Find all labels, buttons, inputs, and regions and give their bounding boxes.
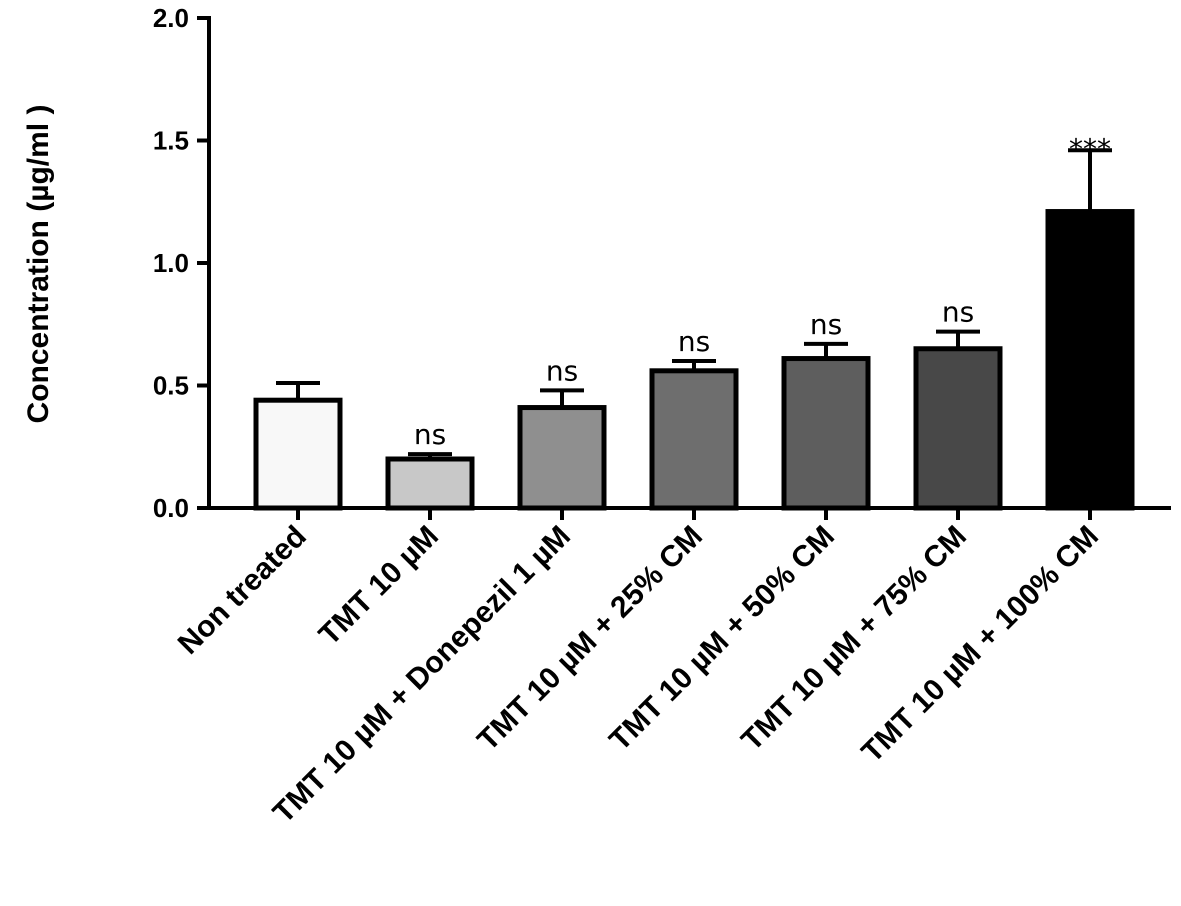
bar: [913, 346, 1003, 511]
significance-label: ns: [942, 296, 974, 329]
significance-label: ns: [810, 308, 842, 341]
significance-labels: ns ns ns ns ns ***: [414, 132, 1111, 451]
bar: [1045, 209, 1135, 511]
y-axis-label: Concentration (µg/ml ): [22, 105, 55, 424]
significance-label: ns: [414, 418, 446, 451]
y-tick-label: 1.5: [153, 126, 189, 156]
y-tick-label: 1.0: [153, 248, 189, 278]
y-axis-ticks: 0.0 0.5 1.0 1.5 2.0: [153, 3, 209, 523]
x-tick-label: Non treated: [172, 520, 313, 661]
bar: [385, 456, 475, 511]
bars-group: [253, 209, 1135, 511]
bar: [253, 397, 343, 511]
bar: [517, 405, 607, 511]
y-tick-label: 0.5: [153, 371, 189, 401]
x-tick-label: TMT 10 µM: [313, 520, 445, 652]
y-tick-label: 0.0: [153, 493, 189, 523]
x-tick-label: TMT 10 µM + 75% CM: [735, 520, 973, 758]
significance-label: ns: [678, 325, 710, 358]
bar: [649, 368, 739, 511]
x-tick-label: TMT 10 µM + 50% CM: [603, 520, 841, 758]
significance-label: ns: [546, 354, 578, 387]
y-tick-label: 2.0: [153, 3, 189, 33]
significance-label: ***: [1069, 132, 1111, 165]
x-tick-label: TMT 10 µM + 25% CM: [471, 520, 709, 758]
x-tick-label: TMT 10 µM + 100% CM: [855, 520, 1105, 770]
error-bars-group: [276, 148, 1112, 459]
bar: [781, 356, 871, 511]
